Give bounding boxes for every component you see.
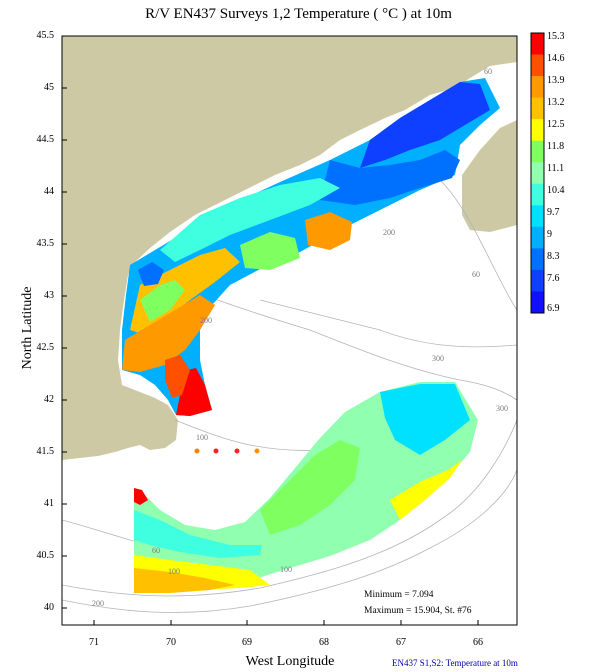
colorbar-swatch	[531, 33, 544, 56]
colorbar-label: 6.9	[547, 303, 560, 314]
colorbar-label: 13.2	[547, 97, 565, 108]
colorbar-label: 9.7	[547, 207, 560, 218]
cyan-east-south	[380, 384, 470, 455]
minimum-stat: Minimum = 7.094	[364, 590, 434, 600]
y-axis-label: North Latitude	[20, 286, 35, 370]
land-new-england	[62, 36, 517, 460]
land-cape-cod	[126, 392, 166, 444]
lat-tick-label: 43	[44, 290, 54, 301]
footer-caption: EN437 S1,S2: Temperature at 10m	[392, 658, 518, 668]
colorbar-swatch	[531, 119, 544, 142]
maximum-stat: Maximum = 15.904, St. #76	[364, 606, 472, 616]
bathymetry-labels: 60 200 60 100 200 300 300 100 60 100 200	[92, 67, 508, 608]
depth-label: 100	[168, 567, 180, 576]
cyan-coastal-band	[160, 178, 340, 262]
colorbar-label: 11.1	[547, 163, 565, 174]
colorbar-swatch	[531, 205, 544, 228]
colorbar-swatch	[531, 162, 544, 185]
land-nova-scotia	[462, 120, 517, 232]
green-core-south	[260, 440, 360, 535]
lat-tick-label: 42	[44, 394, 54, 405]
depth-label: 300	[496, 404, 508, 413]
lat-tick-label: 40	[44, 602, 54, 613]
colorbar-label: 11.8	[547, 141, 565, 152]
colorbar-label: 9	[547, 229, 552, 240]
depth-label: 100	[280, 565, 292, 574]
colorbar-swatch	[531, 76, 544, 99]
lon-tick-label: 70	[166, 637, 176, 648]
colorbar-swatch	[531, 226, 544, 249]
yellow-east-south	[390, 460, 462, 520]
depth-label: 200	[92, 599, 104, 608]
warm-patch-center	[305, 212, 352, 250]
lon-tick-label: 67	[396, 637, 406, 648]
lon-tick-label: 71	[89, 637, 99, 648]
depth-label: 60	[472, 270, 480, 279]
lat-tick-label: 41.5	[36, 446, 55, 457]
plot-frame	[61, 35, 518, 626]
x-axis-label: West Longitude	[245, 654, 335, 669]
orange-band-south	[134, 568, 235, 593]
lon-tick-label: 68	[319, 637, 329, 648]
colorbar-swatch	[531, 291, 544, 314]
colorbar-swatch	[531, 140, 544, 163]
green-band-west	[140, 280, 185, 322]
cyan-band-south	[134, 510, 262, 558]
green-patch-north	[240, 232, 300, 270]
north-survey-field	[122, 78, 500, 416]
depth-label: 200	[200, 316, 212, 325]
lat-tick-label: 42.5	[36, 342, 55, 353]
station-markers	[194, 448, 260, 454]
blue-patch-west	[138, 262, 164, 286]
colorbar-label: 12.5	[547, 119, 565, 130]
colorbar-label: 8.3	[547, 251, 560, 262]
map-title: R/V EN437 Surveys 1,2 Temperature ( °C )…	[145, 6, 452, 22]
orange-band-west	[122, 295, 215, 372]
lat-tick-label: 44.5	[36, 134, 55, 145]
depth-label: 60	[152, 546, 160, 555]
depth-label: 60	[484, 67, 492, 76]
lat-tick-label: 44	[44, 186, 54, 197]
colorbar-swatch	[531, 248, 544, 271]
lat-tick-label: 41	[44, 498, 54, 509]
colorbar-label: 10.4	[547, 185, 565, 196]
colorbar-swatch	[531, 54, 544, 77]
axis-ticks	[62, 35, 479, 625]
colorbar	[531, 33, 544, 314]
lat-tick-label: 43.5	[36, 238, 55, 249]
red-corner-south	[134, 488, 148, 505]
colorbar-label: 7.6	[547, 273, 560, 284]
deep-blue-east	[360, 82, 490, 168]
depth-label: 100	[196, 433, 208, 442]
colorbar-swatch	[531, 97, 544, 120]
depth-label: 300	[432, 354, 444, 363]
depth-label: 200	[383, 228, 395, 237]
colorbar-label: 13.9	[547, 75, 565, 86]
south-survey-field	[134, 382, 478, 593]
lon-tick-label: 69	[242, 637, 252, 648]
orange-hotspot-edge	[165, 355, 190, 398]
lat-tick-label: 45	[44, 82, 54, 93]
lat-tick-label: 45.5	[36, 30, 55, 41]
colorbar-swatch	[531, 269, 544, 292]
mid-blue-band	[320, 150, 460, 205]
colorbar-frame	[530, 32, 545, 314]
colorbar-swatch	[531, 183, 544, 206]
colorbar-label: 15.3	[547, 31, 565, 42]
lat-tick-label: 40.5	[36, 550, 55, 561]
lon-tick-label: 66	[473, 637, 483, 648]
colorbar-label: 14.6	[547, 53, 565, 64]
